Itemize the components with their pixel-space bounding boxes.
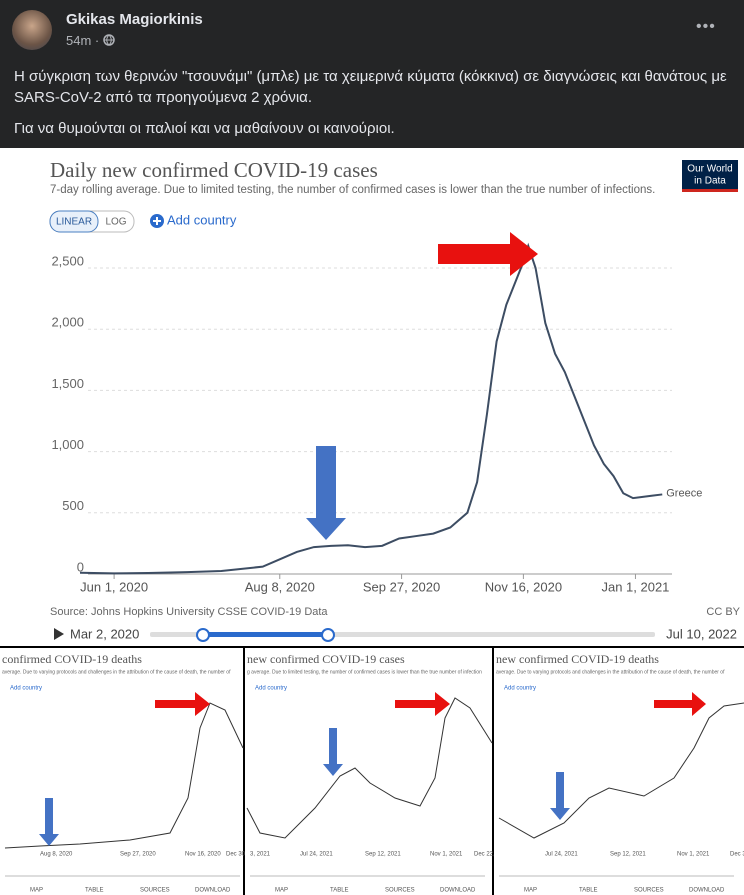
panel-tab: SOURCES [140, 888, 170, 894]
panel-x-label: 3, 2021 [250, 852, 271, 858]
panel: confirmed COVID-19 deaths average. Due to… [0, 648, 256, 895]
globe-icon [103, 34, 115, 46]
panel-tab: TABLE [579, 888, 598, 894]
panel-tab: TABLE [85, 888, 104, 894]
panel-tab: DOWNLOAD [689, 888, 725, 894]
chart-title: Daily new confirmed COVID-19 cases [50, 158, 378, 182]
red-arrow [155, 692, 210, 716]
panel-x-label: Dec 22, 2 [474, 852, 500, 858]
post-time[interactable]: 54m · [66, 33, 115, 48]
panel-bg [245, 648, 492, 895]
panel-x-label: Nov 1, 2021 [430, 852, 463, 858]
slider-handle[interactable] [196, 628, 210, 642]
x-tick-label: Aug 8, 2020 [245, 579, 315, 594]
panel: new confirmed COVID-19 cases g average. D… [245, 648, 500, 895]
thumb-line [498, 702, 744, 839]
slider-range[interactable] [203, 632, 328, 637]
thumbnails: confirmed COVID-19 deaths average. Due to… [0, 646, 744, 895]
post-text-1: Η σύγκριση των θερινών "τσουνάμι" (μπλε)… [14, 68, 727, 106]
log-label[interactable]: LOG [105, 217, 126, 228]
panel-title: confirmed COVID-19 deaths [2, 652, 142, 666]
y-tick-label: 2,500 [51, 253, 84, 268]
thumb-line [4, 702, 244, 849]
panel-x-label: Sep 12, 2021 [610, 852, 646, 858]
panel-x-label: Nov 16, 2020 [185, 852, 221, 858]
panel-add-country: Add country [504, 686, 536, 692]
x-tick-label: Jun 1, 2020 [80, 579, 148, 594]
panel-x-label: Dec 30, 20 [226, 852, 256, 858]
blue-arrow [323, 728, 343, 776]
panel-tab: DOWNLOAD [195, 888, 231, 894]
y-tick-label: 500 [62, 498, 84, 513]
blue-arrow [306, 446, 346, 540]
x-tick-label: Nov 16, 2020 [485, 579, 562, 594]
panel-tab: MAP [30, 888, 43, 894]
panel-title: new confirmed COVID-19 deaths [496, 652, 659, 666]
panel-tab: MAP [524, 888, 537, 894]
logo-text: in Data [694, 176, 726, 187]
y-tick-label: 1,500 [51, 376, 84, 391]
linear-label[interactable]: LINEAR [56, 217, 92, 228]
x-tick-label: Jan 1, 2021 [601, 579, 669, 594]
red-arrow [438, 232, 538, 276]
play-button[interactable] [54, 628, 64, 640]
post-text-2: Για να θυμούνται οι παλιοί και να μαθαίν… [14, 120, 395, 137]
y-tick-label: 0 [77, 559, 84, 574]
add-country[interactable]: Add country [167, 212, 237, 227]
logo-text: Our World [687, 164, 732, 175]
panel-x-label: Aug 8, 2020 [40, 852, 73, 858]
panel-bg [494, 648, 744, 895]
panel-title: new confirmed COVID-19 cases [247, 652, 405, 666]
panel-x-label: Sep 12, 2021 [365, 852, 401, 858]
panel: new confirmed COVID-19 deaths average. Du… [494, 648, 744, 895]
linear-button[interactable] [49, 210, 99, 233]
owid-logo-stripe [682, 189, 738, 192]
panel-tab: TABLE [330, 888, 349, 894]
blue-arrow [550, 772, 570, 820]
blue-arrow [39, 798, 59, 846]
series-label: Greece [666, 487, 702, 499]
plot: 0 500 1,000 1,500 2,000 2,500 Jun 1, 2020 Aug 8… [51, 242, 702, 594]
series-line [79, 242, 663, 575]
y-tick-label: 2,000 [51, 315, 84, 330]
add-plus[interactable] [153, 217, 161, 225]
avatar[interactable] [12, 10, 52, 50]
panel-x-label: Jul 24, 2021 [545, 852, 578, 858]
panel-x-label: Sep 27, 2020 [120, 852, 156, 858]
author-name[interactable]: Gkikas Magiorkinis [66, 11, 203, 28]
panel-x-label: Dec 31 [730, 852, 744, 858]
panel-tab: SOURCES [634, 888, 664, 894]
time[interactable]: 54m · [66, 33, 100, 48]
slider-end: Jul 10, 2022 [666, 626, 737, 641]
panel-subtitle: average. Due to varying protocols and ch… [496, 669, 725, 675]
y-tick-label: 1,000 [51, 437, 84, 452]
source: Source: Johns Hopkins University CSSE CO… [50, 606, 328, 618]
red-arrow [395, 692, 450, 716]
menu-button[interactable]: ••• [696, 18, 716, 35]
owid-logo [682, 160, 738, 192]
red-arrow [654, 692, 706, 716]
panel-tab: DOWNLOAD [440, 888, 476, 894]
panel-add-country: Add country [10, 686, 42, 692]
panel-x-label: Nov 1, 2021 [677, 852, 710, 858]
thumb-line [246, 697, 493, 839]
main-chart: Daily new confirmed COVID-19 cases 7-day… [0, 148, 744, 646]
panel-add-country: Add country [255, 686, 287, 692]
panel-tab: MAP [275, 888, 288, 894]
panel-bg [0, 648, 243, 895]
panel-tab: SOURCES [385, 888, 415, 894]
panel-subtitle: g average. Due to limited testing, the n… [247, 669, 482, 675]
x-tick-label: Sep 27, 2020 [363, 579, 440, 594]
panel-subtitle: average. Due to varying protocols and ch… [2, 669, 231, 675]
slider-handle[interactable] [321, 628, 335, 642]
chart-subtitle: 7-day rolling average. Due to limited te… [50, 184, 655, 196]
slider-start: Mar 2, 2020 [70, 626, 139, 641]
panel-x-label: Jul 24, 2021 [300, 852, 333, 858]
license: CC BY [706, 606, 740, 618]
